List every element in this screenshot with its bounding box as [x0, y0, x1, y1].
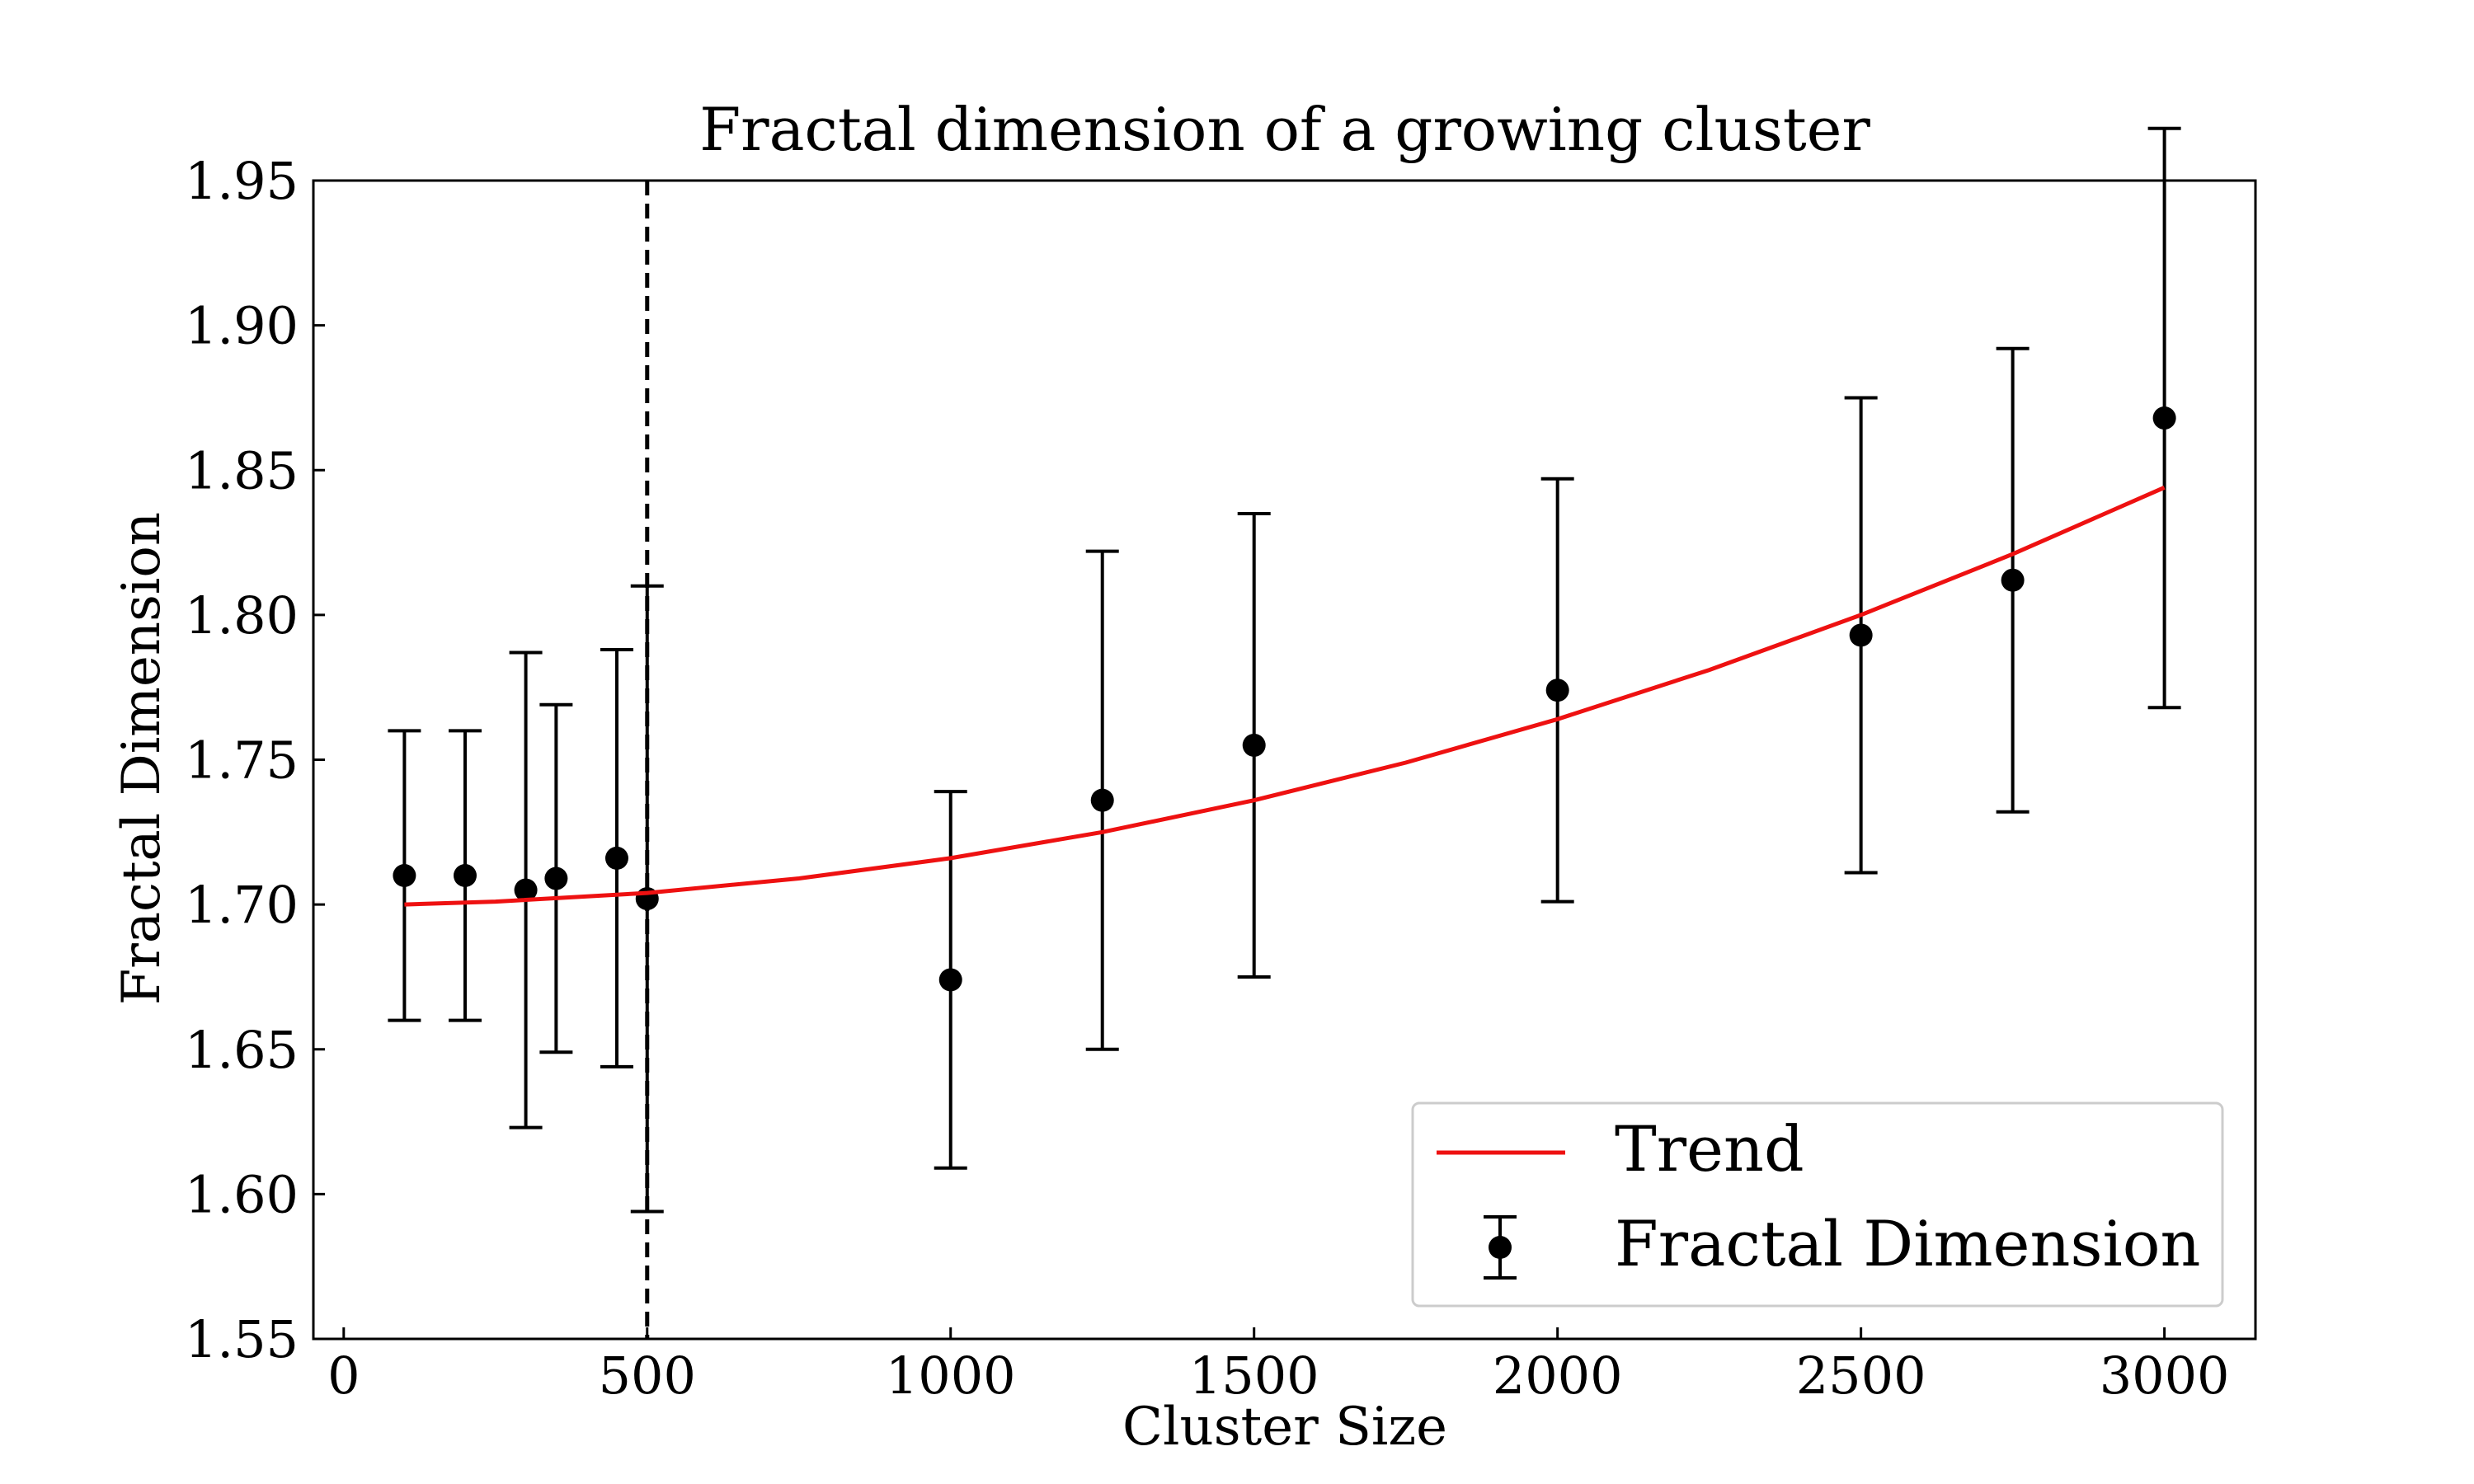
y-axis-label: Fractal Dimension	[111, 512, 172, 1005]
data-point	[938, 968, 962, 992]
y-tick-label: 1.70	[185, 875, 299, 935]
x-tick-label: 0	[327, 1345, 360, 1406]
plot-area: 0 500 1000 1500 2000 2500 3000 1.55 1.60 1.65 1.70…	[185, 126, 2230, 1406]
x-axis-label: Cluster Size	[1122, 1397, 1447, 1458]
data-point	[1545, 679, 1569, 702]
x-tick-label: 500	[599, 1345, 696, 1406]
y-tick-label: 1.80	[185, 585, 299, 646]
data-point	[1242, 733, 1266, 757]
x-tick-label: 1000	[886, 1345, 1016, 1406]
y-tick-label: 1.75	[185, 730, 299, 791]
x-tick-label: 3000	[2100, 1345, 2230, 1406]
y-tick-label: 1.85	[185, 440, 299, 500]
plot-frame	[312, 179, 2257, 1341]
data-point	[1090, 788, 1114, 812]
y-tick-label: 1.90	[185, 296, 299, 356]
data-point	[2001, 568, 2025, 592]
data-point	[393, 864, 416, 887]
y-tick-label: 1.95	[185, 151, 299, 211]
legend-fractal-label: Fractal Dimension	[1615, 1207, 2201, 1280]
legend-trend-label: Trend	[1615, 1112, 1804, 1186]
data-point	[453, 864, 477, 887]
data-point	[514, 878, 538, 902]
x-tick-label: 2500	[1796, 1345, 1926, 1406]
data-point	[604, 846, 628, 870]
legend-box	[1411, 1101, 2224, 1308]
data-point	[2152, 406, 2176, 430]
legend-fractal-swatch	[1484, 1215, 1517, 1280]
y-tick-label: 1.60	[185, 1164, 299, 1224]
y-tick-label: 1.65	[185, 1020, 299, 1080]
legend: Trend Fractal Dimension	[1411, 1101, 2224, 1308]
x-tick-label: 1500	[1189, 1345, 1319, 1406]
y-tick-label: 1.55	[185, 1309, 299, 1369]
x-tick-label: 2000	[1493, 1345, 1623, 1406]
trend-line	[404, 486, 2166, 907]
chart-title: Fractal dimension of a growing cluster	[699, 95, 1870, 164]
data-point	[1849, 623, 1873, 647]
data-point	[544, 866, 568, 890]
